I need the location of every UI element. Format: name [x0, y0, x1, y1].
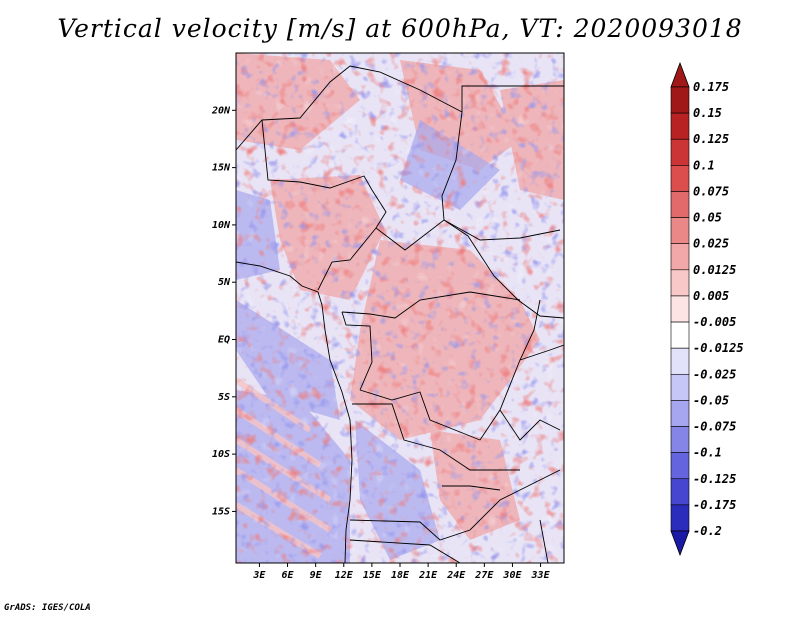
latitude-labels: 20N 15N 10N 5N EQ 5S 10S 15S	[211, 105, 231, 517]
colorbar-label: 0.075	[693, 184, 729, 198]
lat-label: 10N	[212, 220, 231, 231]
colorbar-swatch	[670, 478, 690, 506]
lon-label: 12E	[335, 570, 354, 581]
lon-label: 24E	[446, 570, 466, 581]
lon-label: 3E	[252, 570, 266, 581]
colorbar: 0.175 0.15 0.125 0.1 0.075 0.05 0.025 0.0125 0.0…	[670, 61, 744, 557]
colorbar-swatch	[670, 165, 690, 192]
colorbar-label: 0.05	[693, 211, 722, 225]
colorbar-swatch	[670, 400, 690, 427]
colorbar-label: -0.075	[693, 420, 736, 434]
colorbar-label: 0.175	[693, 80, 729, 94]
coastline	[236, 261, 353, 563]
colorbar-swatch	[670, 347, 690, 375]
colorbar-label: -0.1	[693, 446, 722, 460]
colorbar-label: 0.15	[693, 106, 722, 120]
colorbar-swatch	[670, 217, 690, 245]
colorbar-swatch	[670, 426, 690, 453]
lon-label: 21E	[418, 570, 438, 581]
colorbar-label: -0.2	[693, 524, 722, 538]
colorbar-label: -0.05	[693, 393, 729, 407]
lon-label: 30E	[502, 570, 522, 581]
colorbar-swatch	[670, 243, 690, 271]
lat-label: 20N	[211, 105, 231, 116]
lat-label: 15N	[212, 163, 231, 174]
lon-label: 9E	[310, 570, 323, 581]
colorbar-swatch	[670, 112, 690, 140]
velocity-field	[236, 53, 564, 563]
lat-label: 5N	[218, 277, 231, 288]
colorbar-swatch	[670, 191, 690, 218]
chart-title: Vertical velocity [m/s] at 600hPa, VT: 2…	[57, 14, 743, 43]
country-borders	[236, 65, 564, 563]
colorbar-label: 0.1	[693, 158, 715, 172]
colorbar-label: 0.025	[693, 237, 729, 251]
lat-label: 5S	[218, 392, 230, 403]
colorbar-label: -0.005	[693, 315, 736, 329]
grads-credit: GrADS: IGES/COLA	[4, 603, 91, 613]
lon-label: 27E	[474, 570, 494, 581]
colorbar-swatch	[670, 269, 690, 297]
colorbar-swatch	[670, 86, 690, 114]
colorbar-bottom-triangle	[670, 530, 690, 557]
colorbar-label: -0.175	[693, 498, 736, 512]
colorbar-swatch	[670, 138, 690, 166]
colorbar-swatch	[670, 321, 690, 349]
lon-label: 33E	[531, 570, 551, 581]
lon-label: 15E	[363, 570, 382, 581]
lat-label: 15S	[212, 506, 230, 517]
map-frame	[232, 52, 565, 567]
colorbar-swatch	[670, 373, 690, 401]
colorbar-label: -0.025	[693, 367, 736, 381]
colorbar-label: -0.0125	[693, 341, 744, 355]
colorbar-label: 0.125	[693, 132, 729, 146]
colorbar-swatch	[670, 295, 690, 323]
colorbar-swatch	[670, 504, 690, 532]
lon-label: 6E	[282, 570, 295, 581]
lon-label: 18E	[391, 570, 410, 581]
longitude-labels: 3E 6E 9E 12E 15E 18E 21E 24E 27E 30E 33E	[252, 570, 550, 581]
lat-label: 10S	[212, 449, 230, 460]
colorbar-label: -0.125	[693, 472, 736, 486]
lat-label: EQ	[218, 335, 230, 346]
colorbar-label: 0.0125	[693, 263, 736, 277]
colorbar-label: 0.005	[693, 289, 729, 303]
colorbar-top-triangle	[670, 61, 690, 88]
colorbar-swatch	[670, 452, 690, 480]
